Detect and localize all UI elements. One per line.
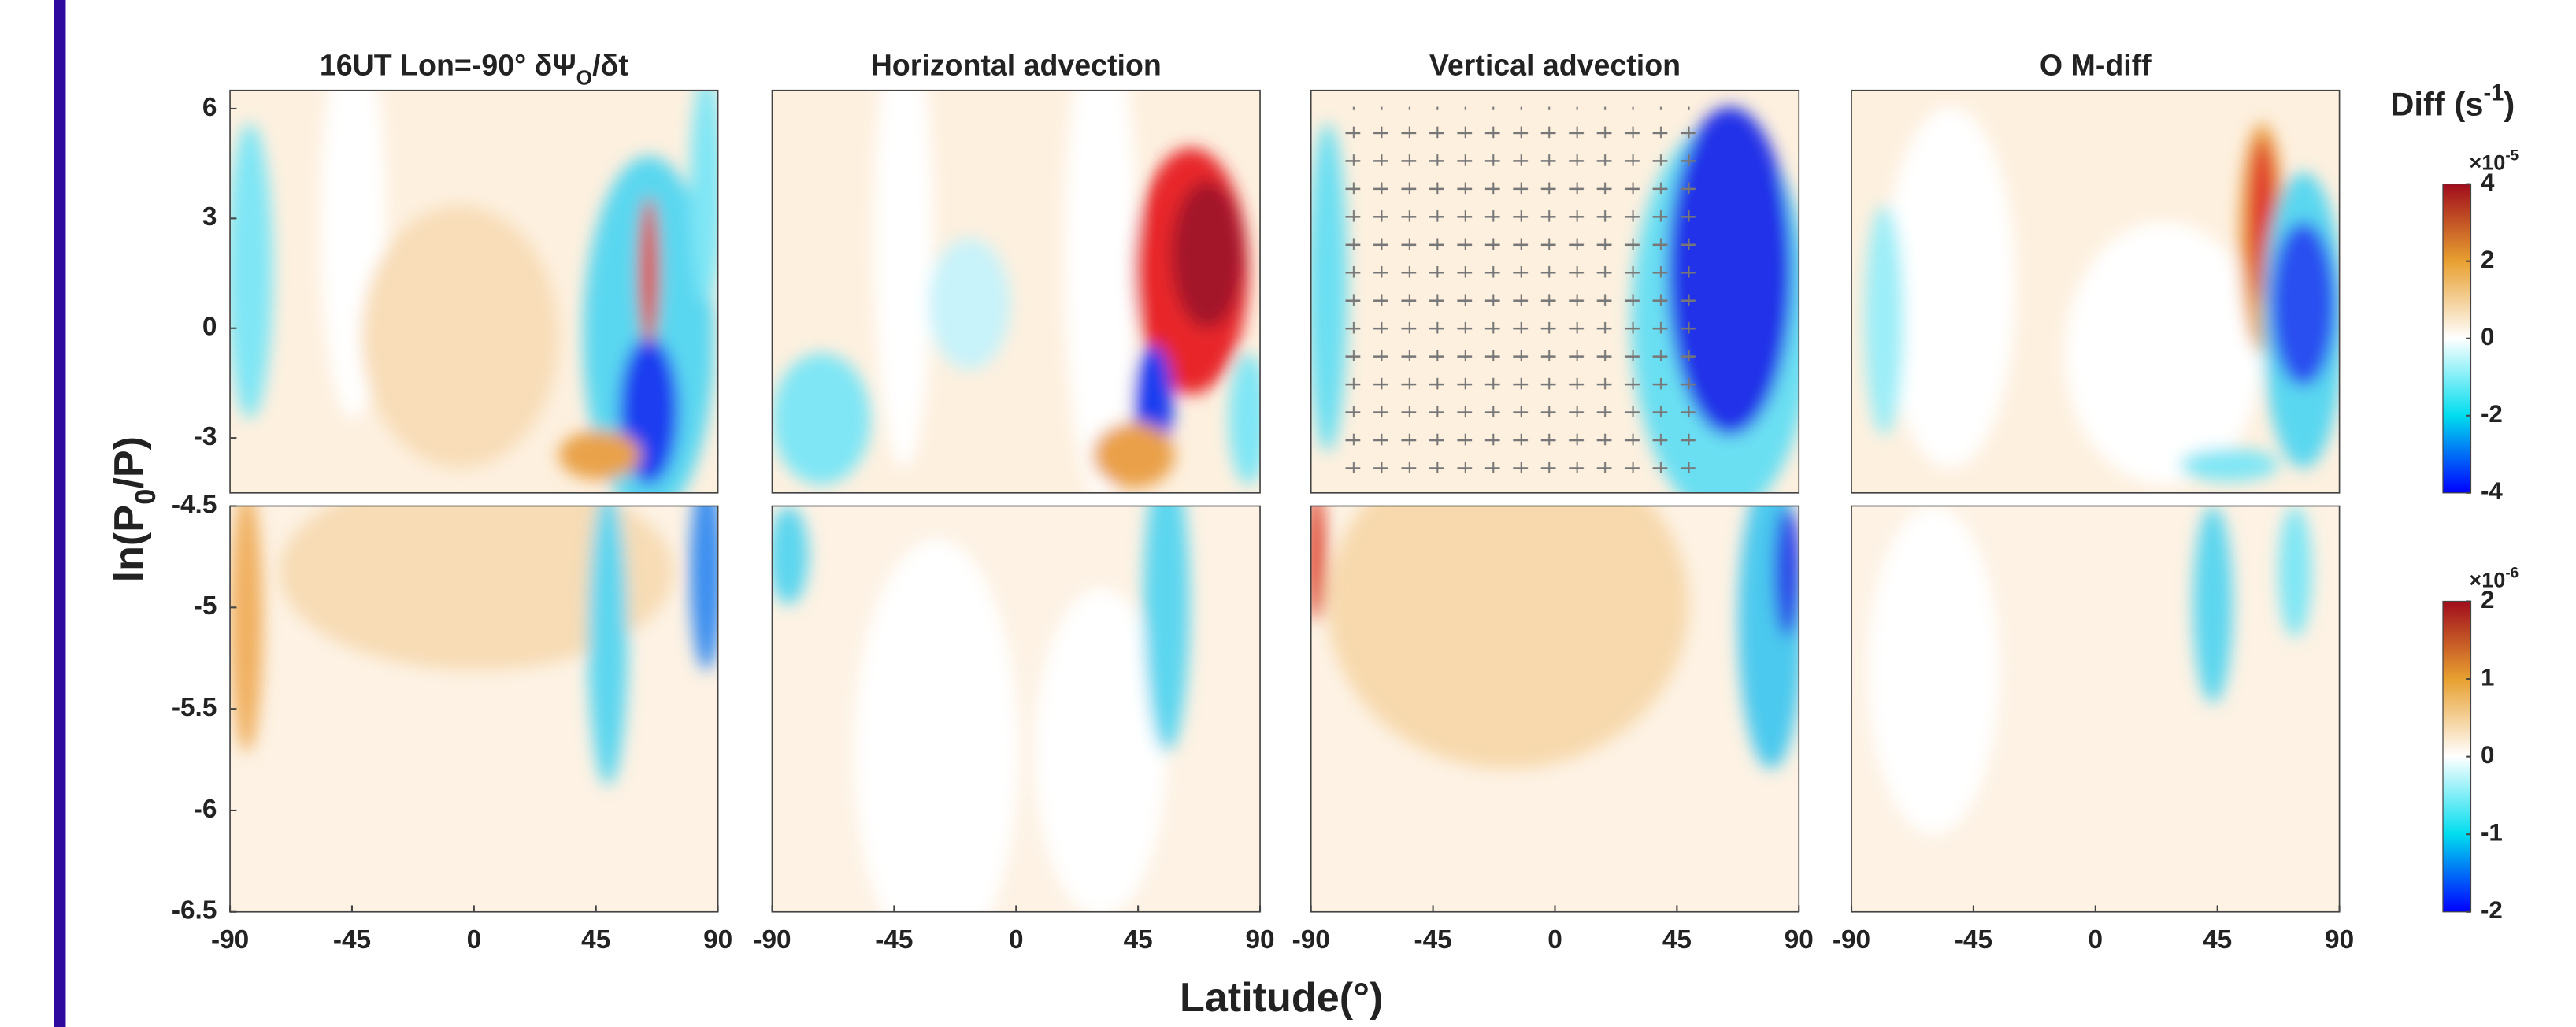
y-tick-label: 6 [202,93,217,122]
y-axis-label: ln(P0/P) [106,436,161,582]
x-tick-label: 0 [1009,925,1024,955]
x-tick-label: 0 [467,925,482,955]
x-tick-label: -45 [1414,925,1451,955]
y-tick-label: 0 [202,313,217,342]
colorbar-tick-label: -4 [2481,477,2503,505]
field-shading [230,506,718,912]
y-tick-label: -5.5 [172,693,217,722]
field-shading [772,90,1261,493]
x-tick-label: 90 [703,925,732,955]
panel-frame [1310,89,1800,494]
colorbar-exponent-part: -5 [2505,147,2519,164]
colorbar-exponent: ×10-6 [2469,565,2519,592]
x-tick-label: 0 [2089,925,2103,955]
y-tick-label: -6.5 [172,896,217,925]
colorbar-title-part: ) [2504,86,2515,123]
field-shading [1310,90,1799,493]
colorbar-tick-label: 2 [2481,586,2494,614]
colorbar-tick-label: 2 [2481,246,2494,273]
y-tick-label: -4.5 [172,490,217,519]
y-axis-label-part: /P) [106,436,152,489]
colorbar-exponent: ×10-5 [2469,147,2519,175]
x-tick-label: 45 [1662,925,1692,955]
x-tick-label: -90 [211,925,249,955]
colorbar-tick-label: 0 [2481,741,2494,769]
y-tick-label: -5 [194,591,217,621]
x-tick-label: 45 [1124,925,1153,955]
x-axis-label: Latitude(°) [1180,975,1383,1021]
x-tick-label: -90 [1833,925,1870,955]
field-shading [230,90,718,493]
x-tick-label: 45 [581,925,610,955]
colorbar-tick-label: 4 [2481,169,2495,196]
y-axis-label-part: 0 [129,489,161,505]
panel-title: Vertical advection [1429,48,1681,81]
y-tick-label: -3 [194,422,217,451]
panel-title-part: O [576,65,592,89]
colorbar-exponent-part: ×10 [2469,150,2505,175]
y-tick-label: -6 [194,795,217,824]
side-bar [54,0,66,1027]
x-tick-label: 45 [2203,925,2232,955]
field-shading [1310,506,1799,912]
panel-frame [1851,89,2341,494]
x-tick-label: -45 [1955,925,1992,955]
panel-title-part: 16UT Lon=-90° δΨ [320,48,576,81]
colorbar-tick-label: 0 [2481,323,2494,350]
colorbar-tick-label: 1 [2481,663,2494,691]
x-tick-label: 90 [1785,925,1814,955]
colorbar-tick-label: -1 [2481,818,2503,846]
x-tick-label: 0 [1547,925,1562,955]
x-tick-label: -45 [333,925,371,955]
colorbar-title-part: Diff (s [2390,86,2483,123]
panel-frame [229,89,719,494]
panel-title: O M-diff [2040,48,2152,81]
panel-title: Horizontal advection [871,48,1162,81]
x-tick-label: -90 [753,925,791,955]
x-tick-label: -90 [1292,925,1330,955]
field-shading [1851,90,2340,493]
colorbar-exponent-part: -6 [2505,565,2519,581]
x-tick-label: 90 [1245,925,1274,955]
colorbar-tick-label: -2 [2481,400,2503,428]
field-shading [1851,506,2340,912]
colorbar-tick-label: -2 [2481,896,2503,924]
x-tick-label: -45 [875,925,913,955]
colorbar-title-part: -1 [2483,80,2504,106]
y-tick-label: 3 [202,202,217,232]
panel-frame [771,89,1261,494]
panel-title: 16UT Lon=-90° δΨO/δt [320,48,628,89]
y-axis-label-part: ln(P [106,505,152,582]
colorbar-exponent-part: ×10 [2469,568,2505,592]
x-tick-label: 90 [2325,925,2354,955]
colorbar-title: Diff (s-1) [2390,80,2515,122]
field-shading [772,506,1261,912]
panel-title-part: /δt [592,48,628,81]
